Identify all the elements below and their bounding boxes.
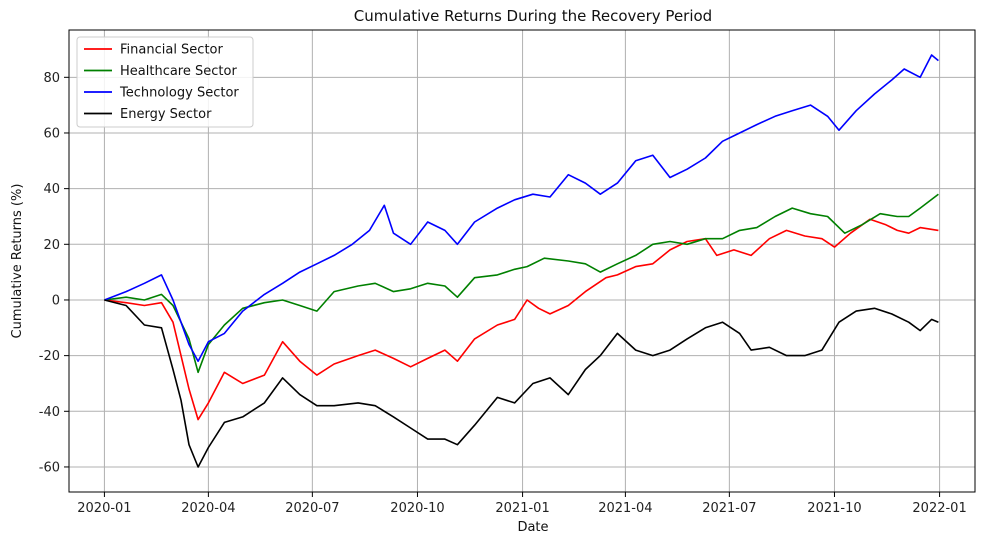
chart-title: Cumulative Returns During the Recovery P… <box>354 7 712 25</box>
x-tick-label: 2020-01 <box>77 501 131 516</box>
legend-label: Financial Sector <box>120 43 224 58</box>
x-tick-label: 2020-04 <box>181 501 235 516</box>
x-tick-label: 2020-10 <box>390 501 444 516</box>
y-tick-label: 80 <box>43 71 60 86</box>
x-tick-label: 2021-07 <box>702 501 756 516</box>
y-tick-label: -40 <box>39 405 60 420</box>
x-tick-label: 2021-10 <box>807 501 861 516</box>
x-tick-label: 2021-04 <box>598 501 652 516</box>
series-line-financial-sector <box>104 218 939 421</box>
series-layer <box>104 54 939 468</box>
series-line-energy-sector <box>104 299 939 468</box>
y-axis-label: Cumulative Returns (%) <box>10 184 25 339</box>
x-axis-label: Date <box>517 520 548 535</box>
y-tick-label: 0 <box>52 293 60 308</box>
x-tick-label: 2022-01 <box>912 501 966 516</box>
legend-label: Healthcare Sector <box>120 64 237 79</box>
y-tick-label: -20 <box>39 349 60 364</box>
legend-label: Energy Sector <box>120 107 212 122</box>
y-axis: -60 -40 -20 0 20 40 60 80 <box>39 71 69 475</box>
y-tick-label: -60 <box>39 460 60 475</box>
legend-label: Technology Sector <box>119 86 239 101</box>
series-line-healthcare-sector <box>104 193 939 374</box>
plot-frame <box>68 29 976 493</box>
y-tick-label: 40 <box>43 182 60 197</box>
x-axis: 2020-01 2020-04 2020-07 2020-10 2021-01 2021-… <box>77 492 967 516</box>
y-tick-label: 20 <box>43 238 60 253</box>
grid <box>69 30 975 492</box>
x-tick-label: 2020-07 <box>285 501 339 516</box>
legend: Financial Sector Healthcare Sector Technol… <box>76 36 254 128</box>
series-line-technology-sector <box>104 54 939 362</box>
x-tick-label: 2021-01 <box>495 501 549 516</box>
legend-box <box>76 36 254 128</box>
y-tick-label: 60 <box>43 126 60 141</box>
